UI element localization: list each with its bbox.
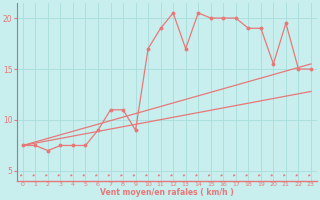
X-axis label: Vent moyen/en rafales ( km/h ): Vent moyen/en rafales ( km/h ) bbox=[100, 188, 234, 197]
